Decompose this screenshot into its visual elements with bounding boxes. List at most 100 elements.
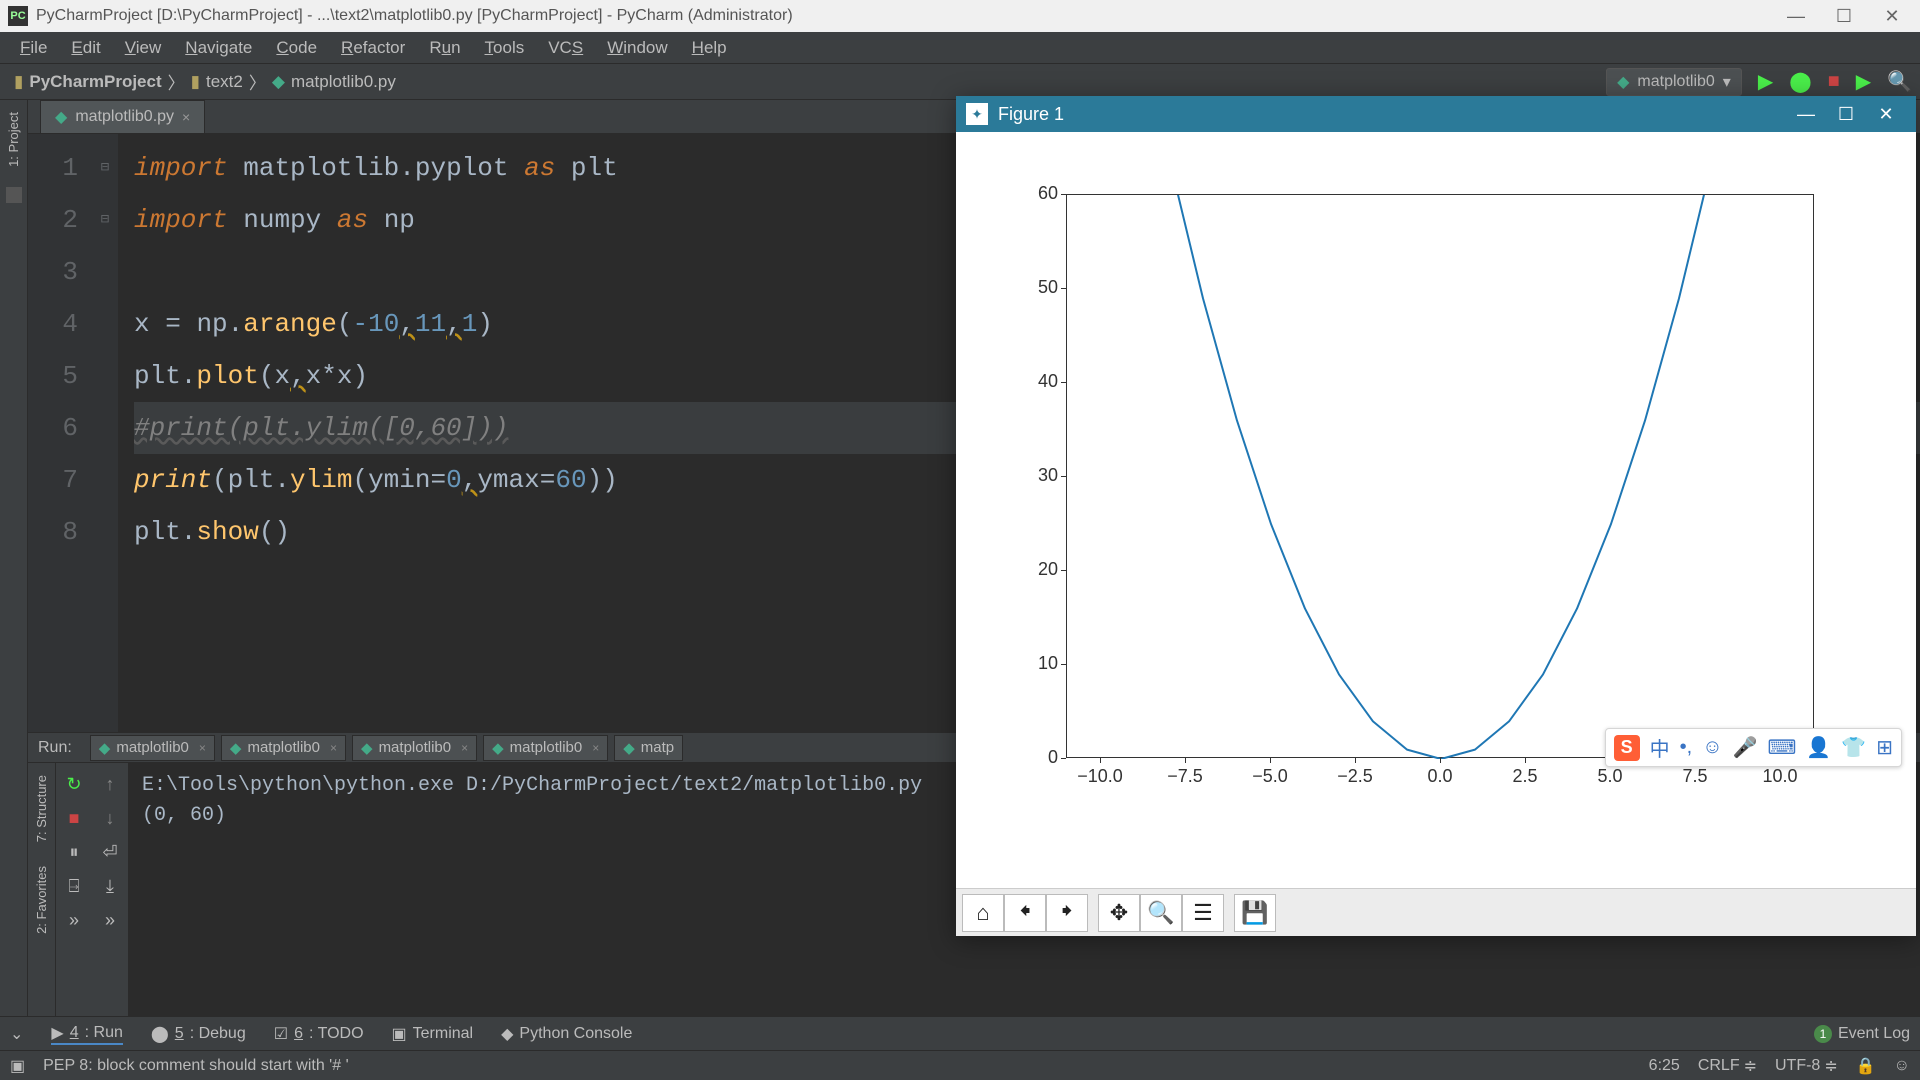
run-tab[interactable]: ◆matplotlib0× — [483, 735, 608, 761]
run-tab[interactable]: ◆matplotlib0× — [352, 735, 477, 761]
menu-tools[interactable]: Tools — [473, 34, 537, 62]
bottom-expand-icon[interactable]: ⌄ — [10, 1024, 23, 1044]
exit-button[interactable]: ⍈ — [63, 875, 85, 897]
nav-back-button[interactable]: 🠸 — [1004, 894, 1046, 932]
x-tick-label: −7.5 — [1167, 766, 1203, 787]
stop-button[interactable]: ■ — [1828, 70, 1840, 93]
nav-forward-button[interactable]: 🠺 — [1046, 894, 1088, 932]
file-encoding[interactable]: UTF-8 ≑ — [1775, 1056, 1838, 1076]
nav-zoom-button[interactable]: 🔍 — [1140, 894, 1182, 932]
window-title: PyCharmProject [D:\PyCharmProject] - ...… — [36, 7, 1784, 25]
close-tab-icon[interactable]: × — [182, 109, 190, 125]
ime-user-button[interactable]: 👤 — [1806, 735, 1831, 760]
toolwin-favorites[interactable]: 2: Favorites — [34, 854, 49, 946]
line-separator[interactable]: CRLF ≑ — [1698, 1056, 1757, 1076]
editor-tab[interactable]: ◆ matplotlib0.py × — [40, 100, 205, 133]
readonly-toggle[interactable]: 🔒 — [1856, 1056, 1876, 1076]
close-icon[interactable]: × — [457, 741, 468, 755]
up-button[interactable]: ↑ — [99, 773, 121, 795]
python-file-icon: ◆ — [55, 107, 67, 127]
scroll-end-button[interactable]: ⤓ — [99, 875, 121, 897]
maximize-button[interactable]: ☐ — [1832, 6, 1856, 27]
breadcrumb-sep: 〉 — [249, 69, 266, 94]
ime-skin-button[interactable]: 👕 — [1841, 735, 1866, 760]
stop-run-button[interactable]: ■ — [63, 807, 85, 829]
bottom-tab-todo[interactable]: ☑ 6: TODO — [274, 1024, 364, 1044]
nav-configure-button[interactable]: ☰ — [1182, 894, 1224, 932]
ime-menu-button[interactable]: ⊞ — [1876, 735, 1893, 760]
nav-home-button[interactable]: ⌂ — [962, 894, 1004, 932]
status-message: PEP 8: block comment should start with '… — [43, 1057, 349, 1075]
figure-close-button[interactable]: ✕ — [1866, 104, 1906, 125]
nav-pan-button[interactable]: ✥ — [1098, 894, 1140, 932]
ime-keyboard-button[interactable]: ⌨ — [1768, 735, 1797, 760]
more-button[interactable]: » — [99, 909, 121, 931]
figure-minimize-button[interactable]: — — [1786, 104, 1826, 125]
menu-view[interactable]: View — [113, 34, 174, 62]
bottom-tab-run[interactable]: ▶ 4: Run — [51, 1023, 122, 1045]
y-tick-label: 60 — [1038, 183, 1058, 204]
run-config-name: matplotlib0 — [1637, 73, 1714, 91]
figure-maximize-button[interactable]: ☐ — [1826, 104, 1866, 125]
breadcrumb-folder[interactable]: ▮ text2 — [185, 72, 249, 92]
menu-vcs[interactable]: VCS — [536, 34, 595, 62]
toolwin-project[interactable]: 1: Project — [6, 100, 21, 179]
ime-voice-button[interactable]: 🎤 — [1733, 735, 1758, 760]
run-button[interactable]: ▶ — [1758, 69, 1773, 94]
close-button[interactable]: ✕ — [1880, 6, 1904, 27]
run-title: Run: — [38, 739, 84, 757]
debug-button[interactable]: ⬤ — [1789, 69, 1811, 94]
run-config-selector[interactable]: ◆ matplotlib0 ▾ — [1606, 68, 1742, 96]
event-count-badge: 1 — [1814, 1025, 1832, 1043]
bottom-toolbar: ⌄ ▶ 4: Run ⬤ 5: Debug ☑ 6: TODO ▣ Termin… — [0, 1016, 1920, 1050]
y-tick-label: 0 — [1048, 747, 1058, 768]
caret-position: 6:25 — [1649, 1057, 1680, 1075]
bottom-tab-terminal[interactable]: ▣ Terminal — [392, 1024, 474, 1044]
down-button[interactable]: ↓ — [99, 807, 121, 829]
ime-punct-button[interactable]: •, — [1680, 736, 1693, 759]
toolwin-structure[interactable]: 7: Structure — [34, 763, 49, 854]
inspection-profile[interactable]: ☺ — [1894, 1057, 1910, 1075]
bottom-tab-debug[interactable]: ⬤ 5: Debug — [151, 1024, 246, 1044]
matplotlib-figure-window: ✦ Figure 1 — ☐ ✕ 0102030405060−10.0−7.5−… — [956, 96, 1916, 936]
x-tick-label: 10.0 — [1762, 766, 1797, 787]
event-log[interactable]: 1 Event Log — [1814, 1025, 1910, 1043]
statusbar-left-icon[interactable]: ▣ — [10, 1056, 25, 1076]
close-icon[interactable]: × — [588, 741, 599, 755]
menu-edit[interactable]: Edit — [59, 34, 112, 62]
menu-file[interactable]: File — [8, 34, 59, 62]
menu-code[interactable]: Code — [264, 34, 329, 62]
figure-titlebar[interactable]: ✦ Figure 1 — ☐ ✕ — [956, 96, 1916, 132]
run-tab[interactable]: ◆matp — [614, 735, 683, 761]
y-tick-label: 20 — [1038, 559, 1058, 580]
minimize-button[interactable]: — — [1784, 6, 1808, 27]
more-button[interactable]: » — [63, 909, 85, 931]
breadcrumb-file[interactable]: ◆ matplotlib0.py — [266, 72, 402, 92]
menu-window[interactable]: Window — [595, 34, 679, 62]
nav-save-button[interactable]: 💾 — [1234, 894, 1276, 932]
softwrap-button[interactable]: ⏎ — [99, 841, 121, 863]
y-tick-label: 30 — [1038, 465, 1058, 486]
breadcrumb-project[interactable]: ▮ PyCharmProject — [8, 72, 168, 92]
menu-refactor[interactable]: Refactor — [329, 34, 417, 62]
close-icon[interactable]: × — [195, 741, 206, 755]
ime-emoji-button[interactable]: ☺ — [1702, 736, 1722, 759]
toolwin-collapsed-icon[interactable] — [6, 187, 22, 203]
ime-lang-button[interactable]: 中 — [1650, 733, 1670, 762]
python-file-icon: ◆ — [272, 72, 285, 92]
pause-button[interactable]: ⏸ — [63, 841, 85, 863]
menu-navigate[interactable]: Navigate — [173, 34, 264, 62]
search-everywhere-button[interactable]: 🔍 — [1887, 69, 1912, 94]
figure-title: Figure 1 — [998, 104, 1786, 125]
rerun-button[interactable]: ↻ — [63, 773, 85, 795]
x-tick-label: 5.0 — [1597, 766, 1622, 787]
run-tab[interactable]: ◆matplotlib0× — [221, 735, 346, 761]
menu-help[interactable]: Help — [680, 34, 739, 62]
menu-run[interactable]: Run — [417, 34, 472, 62]
run-tab[interactable]: ◆matplotlib0× — [90, 735, 215, 761]
bottom-tab-pyconsole[interactable]: ◆ Python Console — [501, 1024, 632, 1044]
close-icon[interactable]: × — [326, 741, 337, 755]
left-tool-gutter-lower: 7: Structure 2: Favorites — [28, 763, 56, 1016]
coverage-button[interactable]: ▶ — [1856, 69, 1871, 94]
ime-toolbar[interactable]: S 中 •, ☺ 🎤 ⌨ 👤 👕 ⊞ — [1605, 728, 1902, 767]
